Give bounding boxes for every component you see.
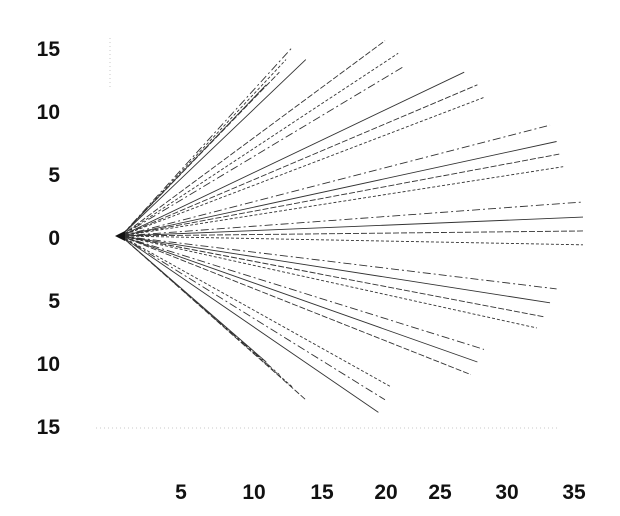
y-tick-label: 10 [37, 101, 60, 124]
y-tick-label: 10 [37, 353, 60, 376]
series-line-19 [120, 235, 584, 246]
x-tick-label: 10 [242, 481, 265, 504]
series-line-10 [120, 84, 478, 237]
series-line-27 [120, 235, 392, 388]
series-line-13 [120, 141, 557, 237]
series-line-12 [120, 124, 551, 237]
series-line-16 [120, 201, 584, 237]
series-line-17 [120, 216, 584, 237]
y-tick-label: 15 [37, 416, 61, 439]
series-line-8 [120, 65, 406, 237]
series-line-9 [120, 71, 465, 237]
y-tick-label: 5 [48, 290, 60, 313]
y-tick-label: 0 [48, 227, 60, 250]
series-line-4 [120, 46, 293, 237]
series-line-28 [120, 235, 386, 401]
x-tick-label: 25 [428, 481, 452, 504]
series-line-7 [120, 52, 399, 237]
series-line-23 [120, 235, 537, 329]
series-line-29 [120, 235, 379, 413]
x-tick-label: 35 [562, 481, 586, 504]
x-tick-label: 15 [310, 481, 334, 504]
y-tick-label: 5 [48, 164, 60, 187]
series-line-24 [120, 235, 485, 350]
series-line-26 [120, 235, 471, 376]
series-line-2 [120, 71, 280, 237]
series-line-15 [120, 166, 564, 237]
series-line-20 [120, 235, 557, 290]
x-tick-label: 20 [374, 481, 397, 504]
series-line-21 [120, 235, 551, 304]
series-line-6 [120, 40, 386, 237]
series-line-3 [120, 59, 287, 237]
series-line-25 [120, 235, 478, 363]
series-line-18 [120, 230, 584, 237]
y-tick-label: 15 [37, 38, 61, 61]
series-line-5 [120, 59, 307, 237]
series-line-31 [120, 235, 293, 388]
origin-marker [115, 231, 125, 241]
series-line-33 [120, 235, 267, 363]
series-line-14 [120, 153, 560, 237]
x-tick-label: 5 [175, 481, 187, 504]
x-tick-label: 30 [495, 481, 518, 504]
